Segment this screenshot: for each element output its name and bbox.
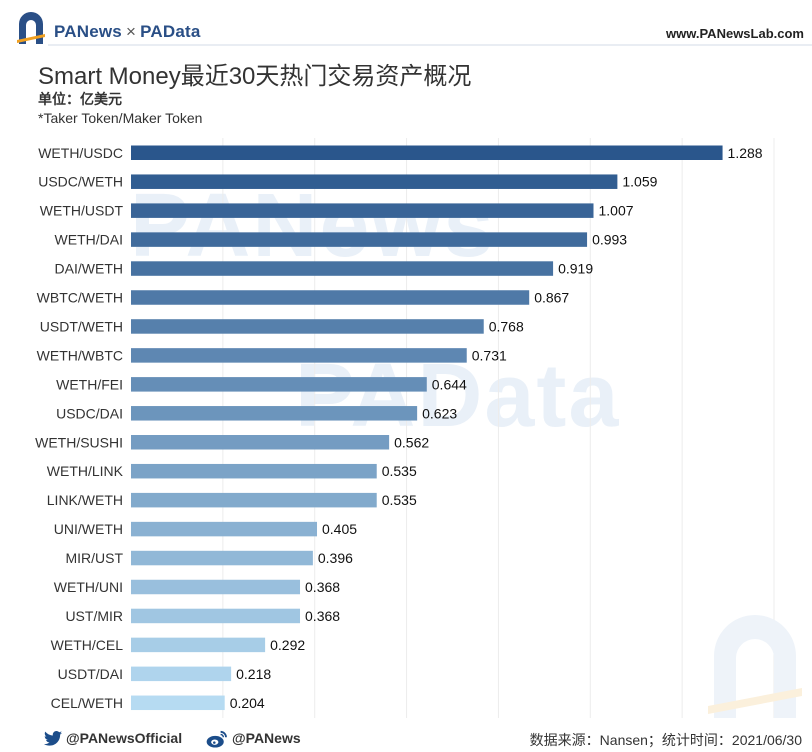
bar [131, 492, 377, 508]
value-label: 0.731 [472, 347, 507, 363]
brand-panews: PANews [54, 22, 122, 41]
panews-logo-icon [17, 12, 45, 44]
category-label: WETH/DAI [55, 232, 123, 248]
value-label: 1.007 [599, 203, 634, 219]
category-label: WBTC/WETH [37, 290, 123, 306]
header-divider [48, 44, 812, 46]
value-label: 1.288 [728, 145, 763, 161]
value-label: 0.204 [230, 695, 265, 711]
category-label: WETH/CEL [51, 637, 124, 653]
category-label: WETH/WBTC [37, 347, 123, 363]
chart-note: *Taker Token/Maker Token [38, 110, 203, 126]
bar [131, 203, 594, 218]
twitter-handle[interactable]: @PANewsOfficial [66, 730, 183, 746]
footer: @PANewsOfficial @PANews 数据来源：Nansen；统计时间… [0, 724, 812, 752]
bar [131, 348, 467, 363]
category-label: UNI/WETH [54, 521, 123, 537]
category-label: CEL/WETH [51, 695, 123, 711]
value-label: 0.644 [432, 376, 467, 392]
chart-title: Smart Money最近30天热门交易资产概况 [38, 63, 472, 90]
bar [131, 637, 266, 653]
value-label: 0.218 [236, 666, 271, 682]
category-label: USDT/DAI [58, 666, 123, 682]
value-label: 0.368 [305, 608, 340, 624]
category-label: WETH/SUSHI [35, 434, 123, 450]
bar [131, 695, 225, 711]
category-label: WETH/USDT [40, 203, 124, 219]
value-label: 0.405 [322, 521, 357, 537]
watermark-logo-icon [708, 615, 802, 718]
category-label: WETH/UNI [54, 579, 123, 595]
header: PANews × PAData www.PANewsLab.com [0, 0, 812, 50]
bar [131, 406, 418, 421]
value-label: 0.768 [489, 318, 524, 334]
value-label: 0.919 [558, 261, 593, 277]
category-label: USDT/WETH [40, 318, 123, 334]
bar [131, 290, 530, 305]
bar [131, 377, 427, 392]
bar [131, 666, 232, 682]
site-url[interactable]: www.PANewsLab.com [666, 26, 804, 41]
weibo-icon[interactable] [206, 730, 228, 748]
watermark-panews: PANews [130, 176, 496, 276]
bar [131, 579, 301, 595]
brand-separator: × [125, 22, 137, 41]
value-label: 0.562 [394, 434, 429, 450]
bar-chart: WETH/USDC 1.288 USDC/WETH 1.059 WETH/USDT 1.0… [35, 138, 775, 718]
category-label: MIR/UST [65, 550, 123, 566]
category-label: USDC/WETH [38, 174, 123, 190]
weibo-handle[interactable]: @PANews [232, 730, 301, 746]
value-label: 0.867 [534, 290, 569, 306]
twitter-icon[interactable] [44, 731, 62, 746]
bar [131, 550, 313, 566]
category-label: WETH/USDC [38, 145, 123, 161]
brand: PANews × PAData [54, 22, 201, 42]
value-label: 0.623 [422, 405, 457, 421]
value-label: 0.993 [592, 232, 627, 248]
category-label: LINK/WETH [47, 492, 123, 508]
bar [131, 232, 588, 247]
chart-unit: 单位：亿美元 [38, 91, 122, 107]
category-label: USDC/DAI [56, 405, 123, 421]
bar [131, 463, 377, 479]
data-source: 数据来源：Nansen；统计时间：2021/06/30 [529, 732, 802, 748]
value-label: 0.535 [382, 463, 417, 479]
category-label: WETH/LINK [47, 463, 124, 479]
value-label: 1.059 [622, 174, 657, 190]
watermark-padata: PAData [295, 346, 621, 446]
bar [131, 145, 723, 160]
value-label: 0.292 [270, 637, 305, 653]
brand-padata: PAData [140, 22, 201, 41]
value-label: 0.535 [382, 492, 417, 508]
value-label: 0.396 [318, 550, 353, 566]
bar [131, 319, 484, 334]
bar [131, 174, 618, 189]
bar [131, 608, 301, 624]
category-label: UST/MIR [65, 608, 123, 624]
bar [131, 435, 390, 450]
value-label: 0.368 [305, 579, 340, 595]
category-label: DAI/WETH [55, 261, 123, 277]
bar [131, 261, 554, 276]
bar [131, 521, 318, 537]
category-label: WETH/FEI [56, 376, 123, 392]
